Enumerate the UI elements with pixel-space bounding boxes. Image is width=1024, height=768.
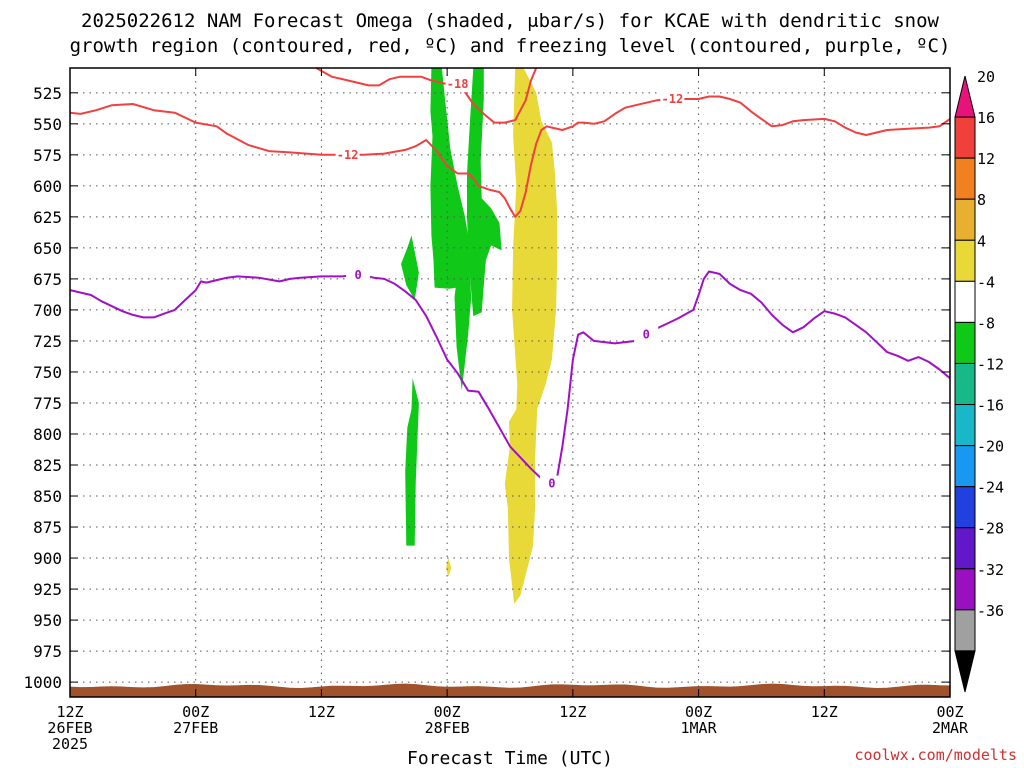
x-tick-label-5-1: 1MAR [681, 719, 718, 737]
contour-label-0-0: -12 [337, 148, 359, 162]
y-tick-label-6: 675 [33, 270, 62, 289]
colorbar-label-8: -16 [977, 397, 1004, 415]
colorbar-label-1: 16 [977, 109, 995, 127]
colorbar-bin-13 [954, 609, 976, 652]
colorbar-label-10: -24 [977, 479, 1004, 497]
colorbar-bin-6 [954, 321, 976, 364]
contour-label-2-1: 0 [548, 477, 555, 491]
omega-region-1 [467, 68, 502, 317]
colorbar-bin-12 [954, 568, 976, 611]
y-tick-label-15: 900 [33, 549, 62, 568]
contour-0-line-2 [69, 270, 951, 485]
plot-frame [69, 67, 951, 698]
omega-shading [401, 68, 558, 604]
x-tick-label-3-1: 28FEB [425, 719, 470, 737]
y-tick-label-3: 600 [33, 177, 62, 196]
y-tick-label-14: 875 [33, 518, 62, 537]
y-tick-label-13: 850 [33, 487, 62, 506]
grid-lines [70, 68, 950, 697]
x-tick-label-0-2: 2025 [52, 735, 88, 753]
contour-label-2-0: 0 [354, 268, 361, 282]
colorbar-bin-10 [954, 486, 976, 529]
omega-region-6 [446, 558, 452, 577]
colorbar-top-arrow [954, 75, 976, 118]
colorbar-bin-7 [954, 362, 976, 406]
x-tick-label-6-0: 12Z [811, 703, 838, 721]
x-tick-label-1-0: 00Z [182, 703, 209, 721]
colorbar-bin-9 [954, 445, 976, 488]
colorbar-bin-5 [954, 280, 976, 323]
colorbar-label-13: -36 [977, 602, 1004, 620]
contour-label-bg-1-0 [445, 76, 470, 93]
y-tick-label-8: 725 [33, 332, 62, 351]
terrain-area [70, 683, 950, 697]
colorbar-bin-11 [954, 527, 976, 570]
contour-m18-line-1 [315, 67, 538, 124]
contour-m12-line-0 [69, 95, 951, 218]
contour-lines: -12 -12 -18 0 0 0 [69, 67, 951, 492]
omega-region-4 [405, 378, 419, 546]
x-tick-label-7-1: 2MAR [932, 719, 969, 737]
colorbar-label-9: -20 [977, 438, 1004, 456]
omega-region-2 [454, 235, 472, 391]
chart-title-line-2: growth region (contoured, red, ºC) and f… [70, 35, 951, 57]
omega-region-5 [504, 68, 558, 604]
y-tick-label-5: 650 [33, 239, 62, 258]
colorbar-label-6: -8 [977, 314, 995, 332]
contour-label-0-1: -12 [662, 92, 684, 106]
x-axis-label: Forecast Time (UTC) [407, 748, 613, 768]
contour-label-bg-2-1 [539, 475, 564, 492]
credit-text: coolwx.com/modelts [854, 746, 1017, 764]
colorbar-label-11: -28 [977, 520, 1004, 538]
y-tick-label-9: 750 [33, 363, 62, 382]
contour-label-bg-2-0 [346, 267, 371, 284]
colorbar-label-3: 8 [977, 191, 986, 209]
colorbar-bin-4 [954, 239, 976, 282]
x-tick-label-7-0: 00Z [936, 703, 963, 721]
y-axis-ticks: 525 550 575 600 625 650 675 700 725 750 775 800 825 8… [23, 84, 950, 692]
x-tick-label-5-0: 00Z [685, 703, 712, 721]
x-tick-label-1-1: 27FEB [173, 719, 218, 737]
contour-label-bg-0-1 [660, 91, 685, 108]
contour-label-2-2: 0 [643, 328, 650, 342]
contour-label-bg-2-2 [634, 326, 659, 343]
colorbar-label-0: 20 [977, 68, 995, 86]
colorbar-bin-3 [954, 198, 976, 241]
colorbar-bottom-arrow [954, 650, 976, 693]
colorbar-label-5: -4 [977, 273, 995, 291]
y-tick-label-19: 1000 [23, 673, 62, 692]
colorbar-bin-8 [954, 404, 976, 447]
colorbar-bin-2 [954, 157, 976, 200]
y-tick-label-2: 575 [33, 146, 62, 165]
y-tick-label-1: 550 [33, 115, 62, 134]
y-tick-label-0: 525 [33, 84, 62, 103]
y-tick-label-16: 925 [33, 580, 62, 599]
y-tick-label-11: 800 [33, 425, 62, 444]
colorbar-label-2: 12 [977, 150, 995, 168]
x-tick-label-2-0: 12Z [308, 703, 335, 721]
x-tick-label-3-0: 00Z [434, 703, 461, 721]
x-tick-label-4-0: 12Z [559, 703, 586, 721]
x-tick-label-0-0: 12Z [56, 703, 83, 721]
y-tick-label-12: 825 [33, 456, 62, 475]
y-tick-label-10: 775 [33, 394, 62, 413]
x-tick-label-0-1: 26FEB [47, 719, 92, 737]
colorbar: 20 16 12 8 4 -4 -8 -12 -16 -20 -24 -28 -32 -36 [954, 68, 1004, 693]
terrain-fill [70, 683, 950, 697]
y-tick-label-7: 700 [33, 301, 62, 320]
contour-label-bg-0-0 [335, 146, 360, 163]
omega-region-0 [430, 68, 471, 289]
chart-title-line-1: 2025022612 NAM Forecast Omega (shaded, μ… [81, 10, 939, 32]
y-tick-label-18: 975 [33, 642, 62, 661]
y-tick-label-4: 625 [33, 208, 62, 227]
y-tick-label-17: 950 [33, 611, 62, 630]
colorbar-label-7: -12 [977, 356, 1004, 374]
contour-label-1-0: -18 [447, 77, 469, 91]
omega-region-3 [401, 235, 419, 300]
colorbar-label-12: -32 [977, 561, 1004, 579]
colorbar-bin-1 [954, 116, 976, 159]
colorbar-label-4: 4 [977, 232, 986, 250]
